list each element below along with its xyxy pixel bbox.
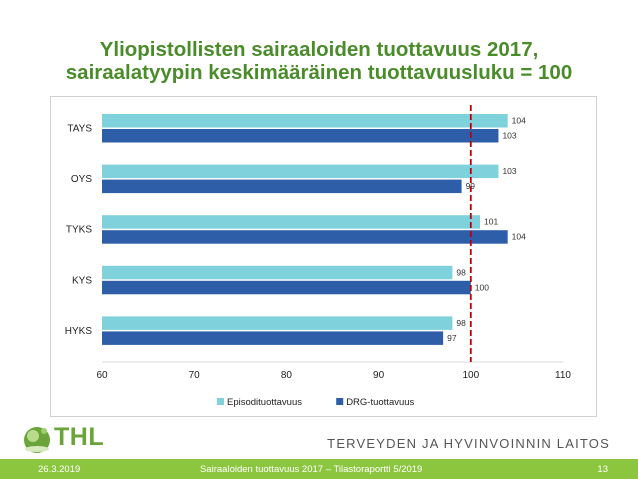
- chart-frame: 104103TAYS10399OYS101104TYKS98100KYS9897…: [50, 96, 597, 417]
- bar-tyks-drg-tuottavuus: [102, 230, 508, 244]
- category-label-oys: OYS: [71, 174, 92, 185]
- x-tick-label-60: 60: [96, 370, 108, 381]
- title-line-1: Yliopistollisten sairaaloiden tuottavuus…: [99, 38, 539, 61]
- bar-chart: 104103TAYS10399OYS101104TYKS98100KYS9897…: [65, 105, 571, 408]
- data-label-kys-drg-tuottavuus: 100: [475, 282, 489, 292]
- data-label-tyks-episodituottavuus: 101: [484, 217, 498, 227]
- bar-oys-episodituottavuus: [102, 164, 499, 179]
- legend-label-1: Episodituottavuus: [227, 397, 302, 408]
- data-label-hyks-episodituottavuus: 98: [456, 318, 466, 328]
- bar-tays-drg-tuottavuus: [102, 129, 499, 143]
- bar-hyks-episodituottavuus: [102, 316, 453, 330]
- legend-label-2: DRG-tuottavuus: [346, 397, 414, 408]
- bar-tyks-episodituottavuus: [102, 215, 481, 229]
- x-tick-label-90: 90: [373, 370, 385, 381]
- institute-name: TERVEYDEN JA HYVINVOINNIN LAITOS: [327, 436, 610, 451]
- bar-kys-episodituottavuus: [102, 265, 453, 280]
- legend-swatch-2: [336, 398, 344, 405]
- thl-logo: THL: [20, 420, 130, 456]
- x-tick-label-100: 100: [462, 370, 479, 381]
- data-label-tays-drg-tuottavuus: 103: [502, 131, 516, 141]
- bar-oys-drg-tuottavuus: [102, 179, 462, 194]
- category-label-tays: TAYS: [67, 124, 92, 135]
- footer-page-number: 13: [597, 464, 608, 475]
- thl-logo-text: THL: [54, 423, 105, 451]
- x-tick-label-110: 110: [555, 370, 571, 381]
- footer-bar: 26.3.2019 Sairaaloiden tuottavuus 2017 –…: [0, 459, 638, 479]
- bar-hyks-drg-tuottavuus: [102, 331, 444, 345]
- legend-swatch-1: [217, 398, 224, 405]
- x-tick-label-70: 70: [189, 370, 201, 381]
- category-label-tyks: TYKS: [66, 225, 92, 236]
- data-label-tyks-drg-tuottavuus: 104: [512, 232, 526, 242]
- data-label-tays-episodituottavuus: 104: [512, 116, 526, 126]
- title-line-2: sairaalatyypin keskimääräinen tuottavuus…: [65, 61, 573, 84]
- data-label-hyks-drg-tuottavuus: 97: [447, 333, 457, 343]
- slide-title: Yliopistollisten sairaaloiden tuottavuus…: [0, 38, 638, 84]
- category-label-kys: KYS: [72, 275, 92, 286]
- footer-source: Sairaaloiden tuottavuus 2017 – Tilastora…: [200, 464, 423, 475]
- footer-date: 26.3.2019: [38, 464, 81, 475]
- thl-logo-icon: [24, 427, 50, 453]
- bar-kys-drg-tuottavuus: [102, 280, 471, 295]
- category-label-hyks: HYKS: [65, 326, 93, 337]
- data-label-kys-episodituottavuus: 98: [456, 267, 466, 277]
- data-label-oys-episodituottavuus: 103: [502, 166, 516, 176]
- x-tick-label-80: 80: [281, 370, 293, 381]
- bar-tays-episodituottavuus: [102, 114, 508, 128]
